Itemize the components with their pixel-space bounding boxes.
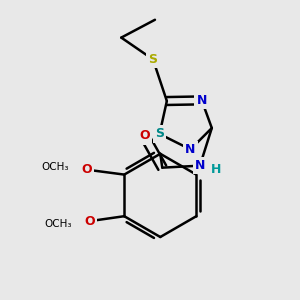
Text: O: O — [139, 130, 150, 142]
Text: OCH₃: OCH₃ — [41, 162, 69, 172]
Text: S: S — [155, 128, 164, 140]
Text: N: N — [196, 94, 207, 107]
Text: S: S — [148, 53, 158, 66]
Text: N: N — [185, 143, 196, 156]
Text: O: O — [84, 215, 95, 228]
Text: H: H — [211, 163, 221, 176]
Text: OCH₃: OCH₃ — [44, 219, 72, 229]
Text: N: N — [195, 159, 205, 172]
Text: O: O — [81, 163, 92, 176]
